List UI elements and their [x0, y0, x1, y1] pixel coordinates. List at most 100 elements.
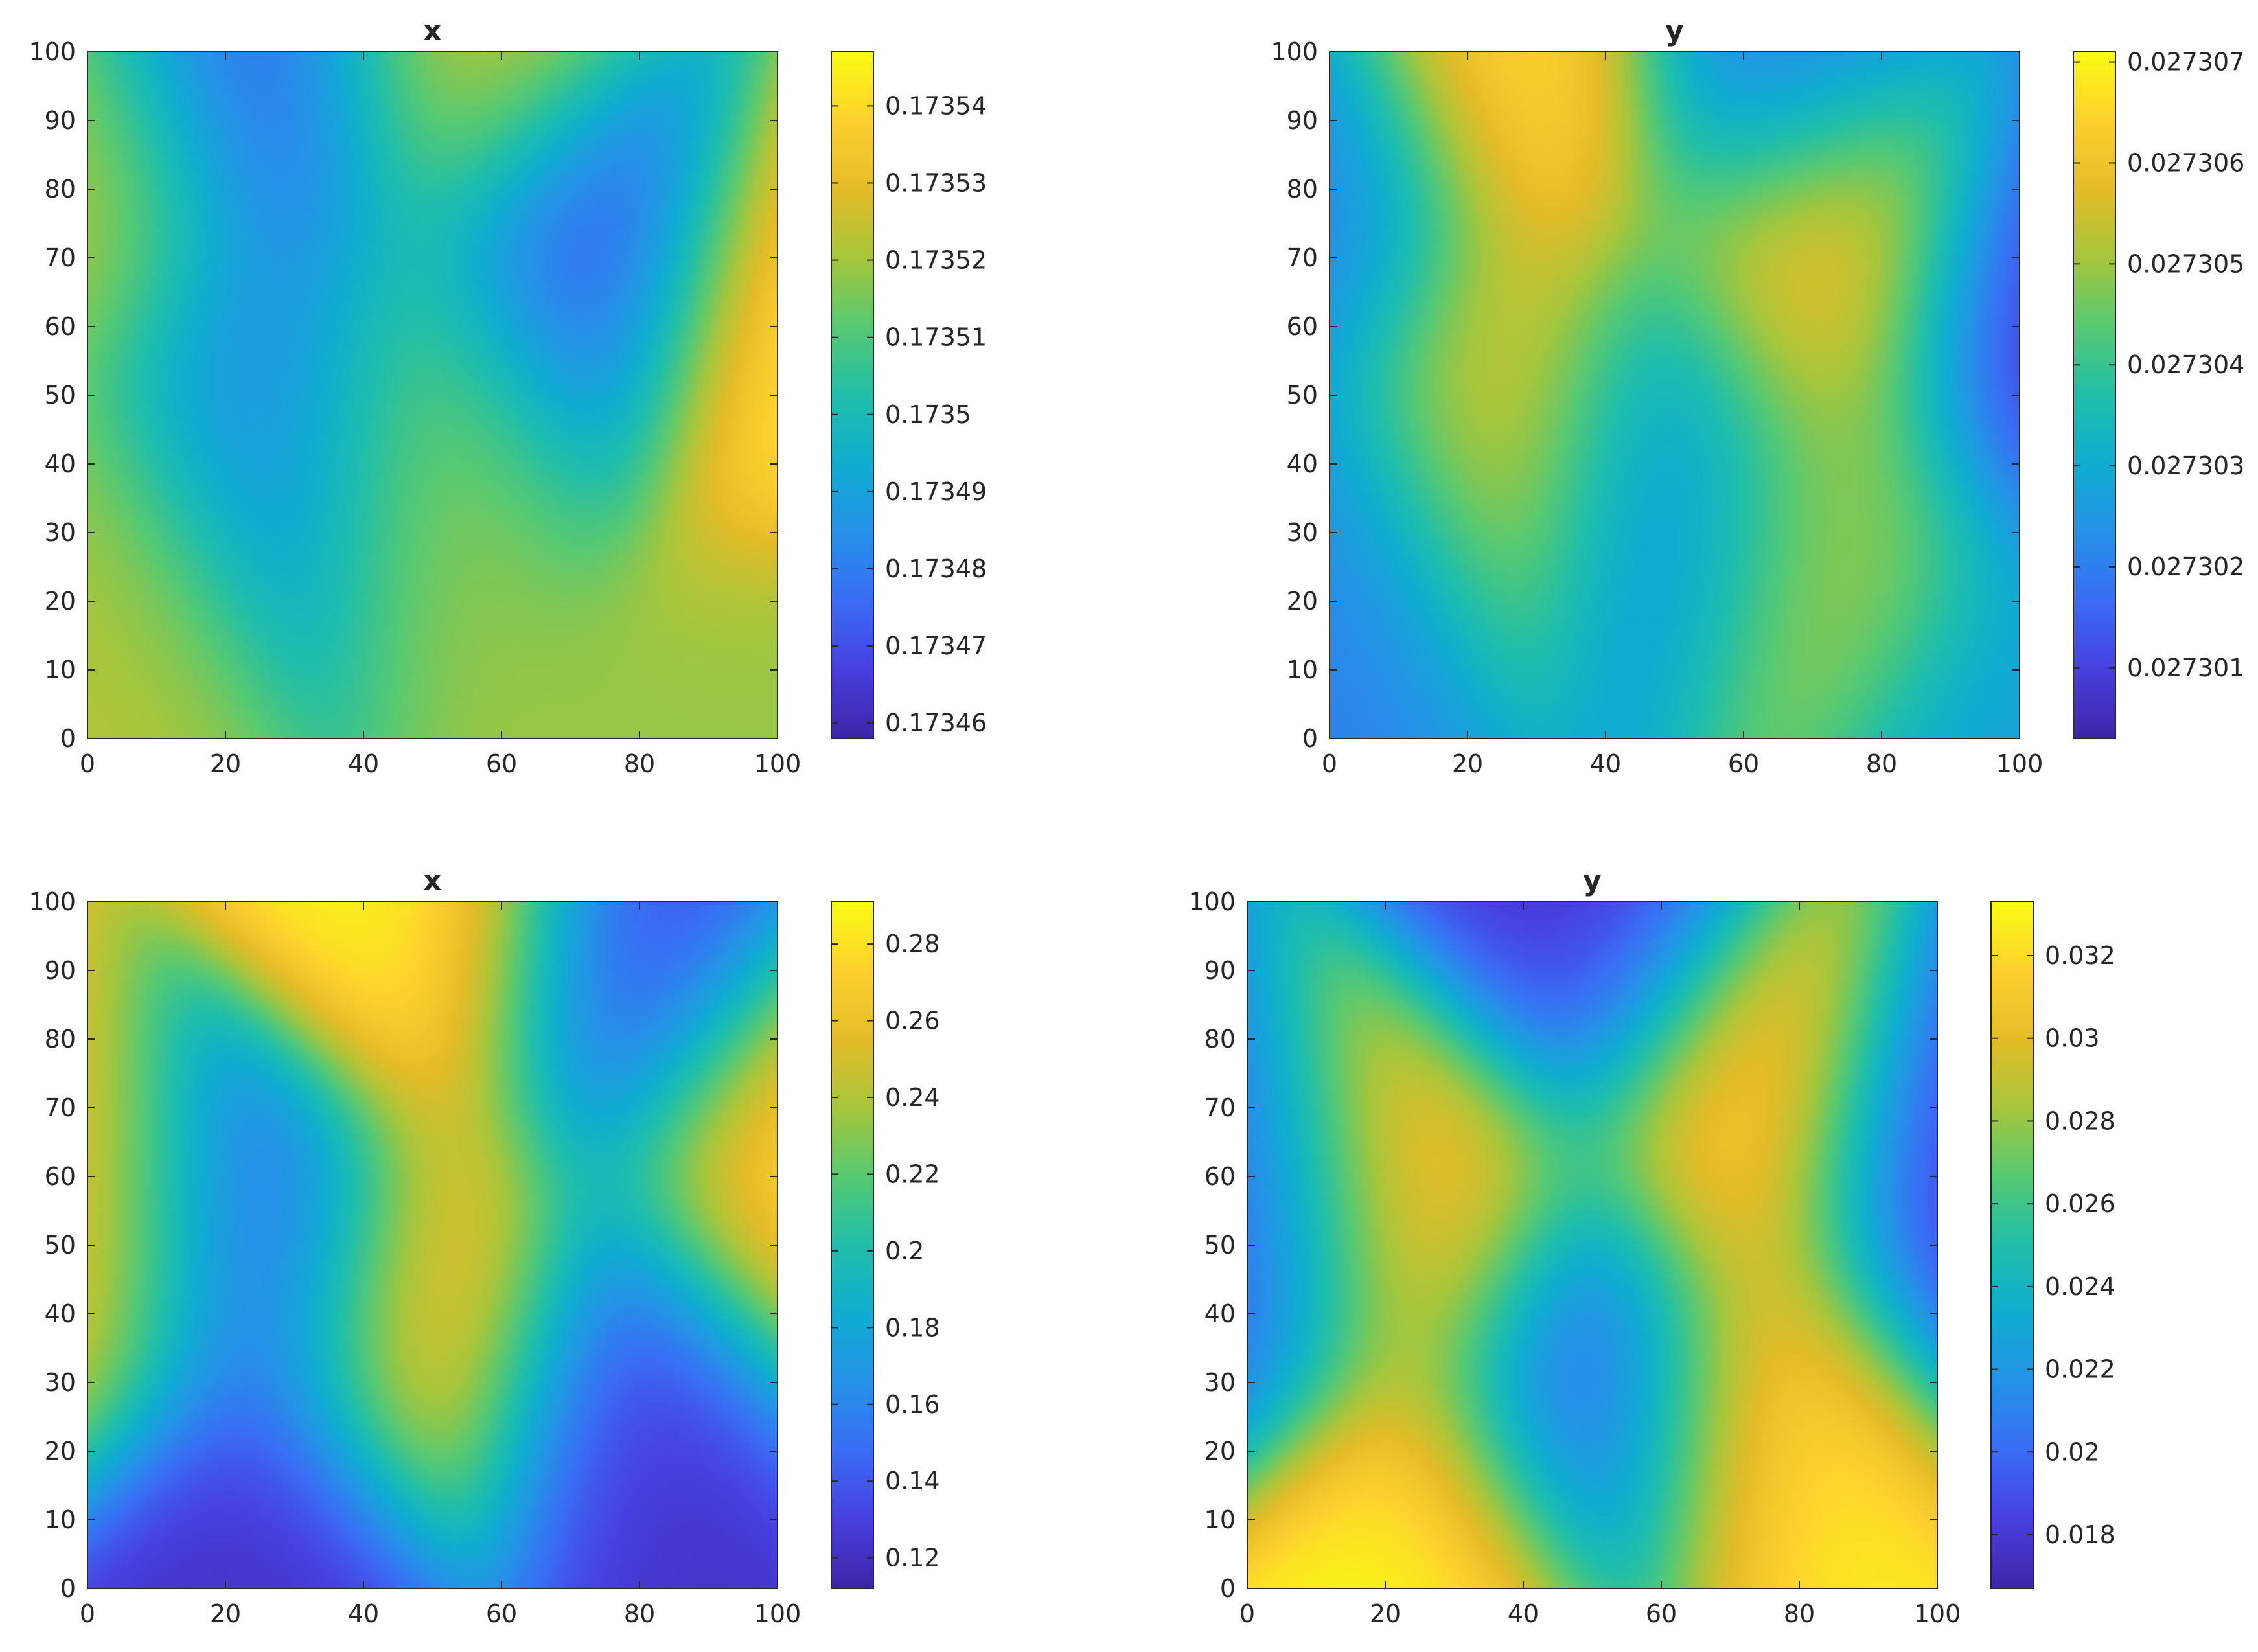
x-tick-label: 40: [348, 750, 379, 778]
x-tick-label: 60: [486, 750, 517, 778]
colorbar-tick-label: 0.18: [885, 1313, 940, 1342]
y-tick-label: 0: [1220, 1574, 1236, 1603]
y-tick-label: 40: [1204, 1300, 1236, 1328]
x-tick-label: 80: [1784, 1600, 1815, 1628]
x-tick-label: 100: [1914, 1600, 1961, 1628]
panel-title: y: [1583, 864, 1602, 897]
colorbar-tick-label: 0.26: [885, 1007, 940, 1035]
y-tick-label: 90: [45, 106, 76, 135]
x-tick-label: 80: [624, 750, 655, 778]
heatmap-panel-2: y 0 20 40 60 80 100 0 10 20 30 40 50 60 70 80 90 100 0.027…: [1271, 14, 2244, 778]
x-tick-label: 20: [1452, 750, 1483, 778]
colorbar-tick-label: 0.17346: [885, 709, 987, 737]
y-tick-label: 50: [45, 381, 76, 409]
colorbar-box: [2073, 51, 2116, 739]
x-tick-label: 100: [754, 750, 801, 778]
y-tick-label: 60: [1204, 1162, 1236, 1191]
colorbar-tick-label: 0.028: [2045, 1107, 2115, 1135]
colorbar-gradient: [831, 52, 873, 739]
y-tick-label: 50: [45, 1231, 76, 1259]
x-tick-label: 20: [210, 750, 241, 778]
x-tick-label: 40: [1508, 1600, 1539, 1628]
colorbar-box: [831, 901, 874, 1589]
y-tick-label: 20: [45, 587, 76, 615]
y-tick-label: 60: [45, 1162, 76, 1191]
colorbar-tick-label: 0.17353: [885, 168, 987, 197]
y-tick-label: 50: [1204, 1231, 1236, 1259]
y-tick-label: 30: [45, 1368, 76, 1397]
y-tick-label: 70: [45, 1094, 76, 1122]
colorbar-tick-label: 0.17351: [885, 323, 987, 352]
x-tick-label: 60: [486, 1600, 517, 1628]
x-tick-label: 0: [80, 1600, 95, 1628]
colorbar-tick-label: 0.2: [885, 1237, 924, 1265]
y-tick-label: 10: [45, 1506, 76, 1534]
colorbar-tick-label: 0.1735: [885, 400, 971, 429]
colorbar-tick-label: 0.17348: [885, 555, 987, 583]
y-tick-label: 0: [60, 724, 76, 753]
x-tick-label: 0: [80, 750, 95, 778]
x-tick-label: 60: [1728, 750, 1759, 778]
y-tick-label: 30: [1204, 1368, 1236, 1397]
x-tick-label: 100: [1996, 750, 2044, 778]
x-tick-label: 100: [754, 1600, 801, 1628]
y-tick-label: 60: [1287, 312, 1318, 341]
y-tick-label: 90: [1287, 106, 1318, 135]
colorbar-box: [1990, 901, 2034, 1589]
colorbar-tick-label: 0.17352: [885, 246, 987, 275]
x-tick-label: 60: [1646, 1600, 1677, 1628]
colorbar-tick-label: 0.027302: [2127, 553, 2244, 581]
colorbar-tick-label: 0.024: [2045, 1272, 2115, 1301]
colorbar-tick-label: 0.22: [885, 1160, 940, 1188]
x-tick-label: 20: [210, 1600, 241, 1628]
colorbar-tick-label: 0.027306: [2127, 148, 2244, 177]
y-tick-label: 50: [1287, 381, 1318, 409]
heatmap-field: [1330, 52, 2020, 739]
colorbar-gradient: [1991, 902, 2033, 1589]
panel-title: x: [423, 14, 441, 47]
colorbar-tick-label: 0.24: [885, 1083, 940, 1112]
colorbar-box: [831, 51, 874, 739]
x-tick-label: 0: [1322, 750, 1337, 778]
heatmap-panel-4: y 0 20 40 60 80 100 0 10 20 30 40 50 60 70 80 90 100 0.018…: [1188, 864, 2115, 1628]
heatmap-panel-3: x 0 20 40 60 80 100 0 10 20 30 40 50 60 70 80 90 100 0.12 0…: [29, 864, 939, 1628]
y-tick-label: 90: [45, 956, 76, 985]
heatmap-field: [87, 902, 778, 1589]
y-tick-label: 90: [1204, 956, 1236, 985]
panel-title: x: [423, 864, 441, 897]
colorbar-tick-label: 0.12: [885, 1544, 940, 1572]
y-tick-label: 70: [1204, 1094, 1236, 1122]
colorbar-tick-label: 0.027301: [2127, 654, 2244, 682]
colorbar-tick-label: 0.17347: [885, 632, 987, 660]
colorbar-gradient: [2073, 52, 2115, 739]
y-tick-label: 100: [1271, 38, 1318, 66]
y-tick-label: 70: [45, 244, 76, 272]
y-tick-label: 20: [1204, 1437, 1236, 1465]
y-tick-label: 0: [1302, 724, 1318, 753]
x-tick-label: 40: [348, 1600, 379, 1628]
colorbar-tick-label: 0.027303: [2127, 452, 2244, 480]
y-tick-label: 10: [1287, 656, 1318, 684]
x-tick-label: 80: [624, 1600, 655, 1628]
y-tick-label: 80: [1287, 175, 1318, 203]
colorbar-tick-label: 0.03: [2045, 1024, 2100, 1053]
colorbar-tick-label: 0.022: [2045, 1355, 2115, 1384]
y-tick-label: 100: [1188, 888, 1236, 916]
y-tick-label: 40: [1287, 450, 1318, 478]
y-tick-label: 60: [45, 312, 76, 341]
y-tick-label: 70: [1287, 244, 1318, 272]
colorbar-gradient: [831, 902, 873, 1589]
heatmap-field: [1247, 902, 1937, 1589]
colorbar-tick-label: 0.027305: [2127, 249, 2244, 278]
y-tick-label: 20: [1287, 587, 1318, 615]
x-tick-label: 40: [1590, 750, 1621, 778]
colorbar-tick-label: 0.14: [885, 1467, 940, 1495]
colorbar-tick-label: 0.018: [2045, 1520, 2115, 1549]
y-tick-label: 80: [1204, 1025, 1236, 1053]
colorbar-tick-label: 0.027304: [2127, 350, 2244, 379]
y-tick-label: 80: [45, 1025, 76, 1053]
y-tick-label: 40: [45, 1300, 76, 1328]
y-tick-label: 30: [1287, 518, 1318, 547]
y-tick-label: 20: [45, 1437, 76, 1465]
colorbar-tick-label: 0.02: [2045, 1438, 2100, 1466]
